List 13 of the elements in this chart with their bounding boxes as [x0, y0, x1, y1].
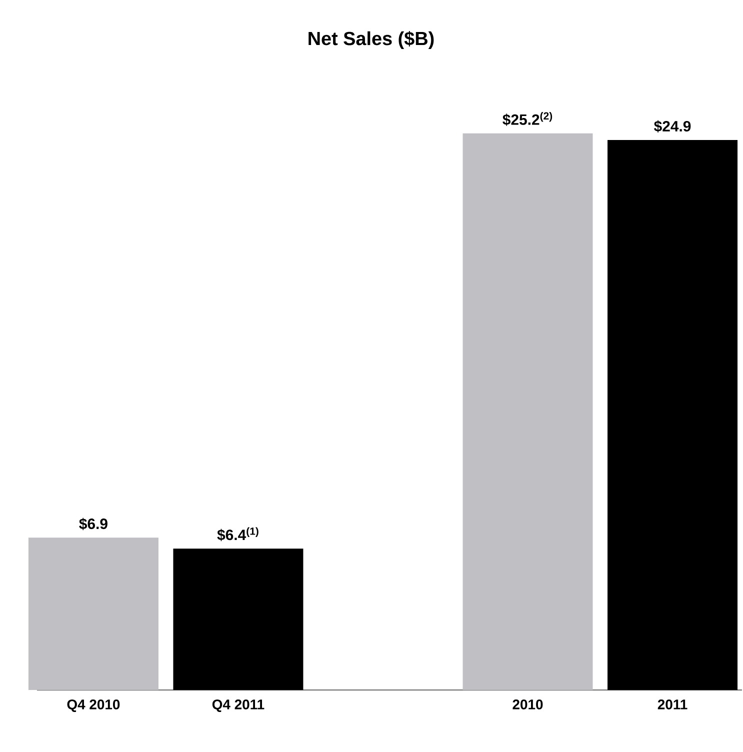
- x-tick-label: Q4 2011: [212, 700, 264, 712]
- x-tick-label: Q4 2010: [67, 700, 120, 712]
- x-tick-label: 2011: [658, 700, 688, 710]
- chart-title: Net Sales ($B): [308, 31, 434, 49]
- x-tick-label: 2010: [512, 700, 543, 710]
- bar: [28, 538, 159, 690]
- bar: [173, 548, 304, 690]
- bar: [462, 133, 593, 690]
- data-label: $24.9: [654, 120, 691, 132]
- data-label: $25.2$^{(2)}$: [502, 112, 552, 126]
- data-label: $6.4$^{(1)}$: [217, 527, 259, 542]
- bar: [608, 140, 738, 690]
- data-label: $6.9: [79, 518, 108, 530]
